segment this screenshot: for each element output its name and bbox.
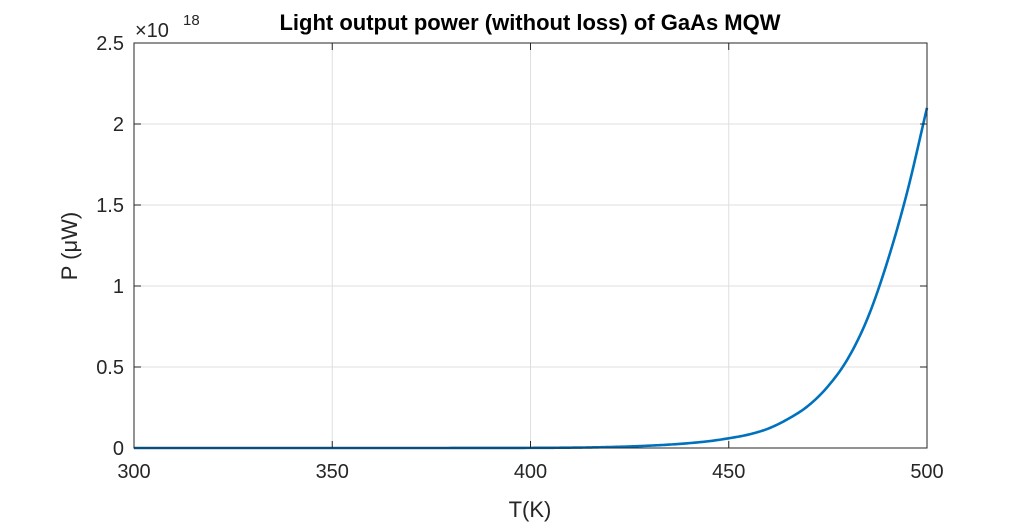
x-tick-label: 450	[712, 461, 745, 483]
y-axis-ticks: 0 0.5 1 1.5 2 2.5	[96, 33, 927, 460]
x-tick-label: 500	[910, 461, 943, 483]
x-tick-label: 400	[514, 461, 547, 483]
y-tick-label: 2	[113, 114, 124, 136]
chart-title: Light output power (without loss) of GaA…	[279, 10, 780, 35]
y-tick-label: 1.5	[96, 195, 124, 217]
y-axis-multiplier: ×10	[135, 20, 169, 42]
x-axis-ticks: 300 350 400 450 500	[117, 43, 944, 483]
y-tick-label: 2.5	[96, 33, 124, 55]
y-axis-multiplier-exponent: 18	[183, 12, 200, 29]
x-axis-label: T(K)	[509, 497, 552, 522]
grid	[133, 42, 928, 449]
y-tick-label: 0.5	[96, 357, 124, 379]
y-tick-label: 1	[113, 276, 124, 298]
y-axis-label: P (μW)	[57, 212, 82, 280]
x-tick-label: 350	[316, 461, 349, 483]
x-tick-label: 300	[117, 461, 150, 483]
y-tick-label: 0	[113, 438, 124, 460]
